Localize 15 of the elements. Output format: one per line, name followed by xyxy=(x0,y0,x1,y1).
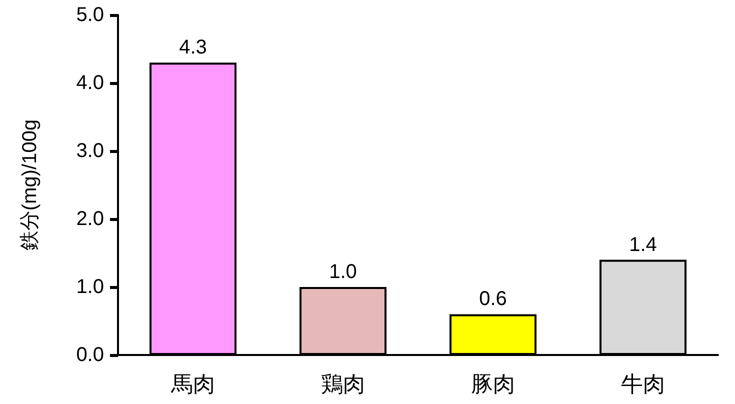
data-label: 1.0 xyxy=(329,261,357,283)
x-tick-label: 牛肉 xyxy=(621,372,665,396)
y-tick-label: 2.0 xyxy=(76,208,104,230)
y-tick-label: 3.0 xyxy=(76,140,104,162)
y-tick-label: 0.0 xyxy=(76,344,104,366)
data-label: 0.6 xyxy=(479,288,507,310)
y-axis-title: 鉄分(mg)/100g xyxy=(19,119,41,251)
y-tick-label: 5.0 xyxy=(76,4,104,26)
x-tick-label: 馬肉 xyxy=(170,372,215,396)
y-tick-label: 4.0 xyxy=(76,72,104,94)
data-label: 4.3 xyxy=(179,36,207,59)
data-label: 1.4 xyxy=(629,234,657,256)
x-tick-label: 豚肉 xyxy=(471,372,515,396)
x-tick-label: 鶏肉 xyxy=(321,372,365,396)
y-tick-label: 1.0 xyxy=(76,276,104,298)
